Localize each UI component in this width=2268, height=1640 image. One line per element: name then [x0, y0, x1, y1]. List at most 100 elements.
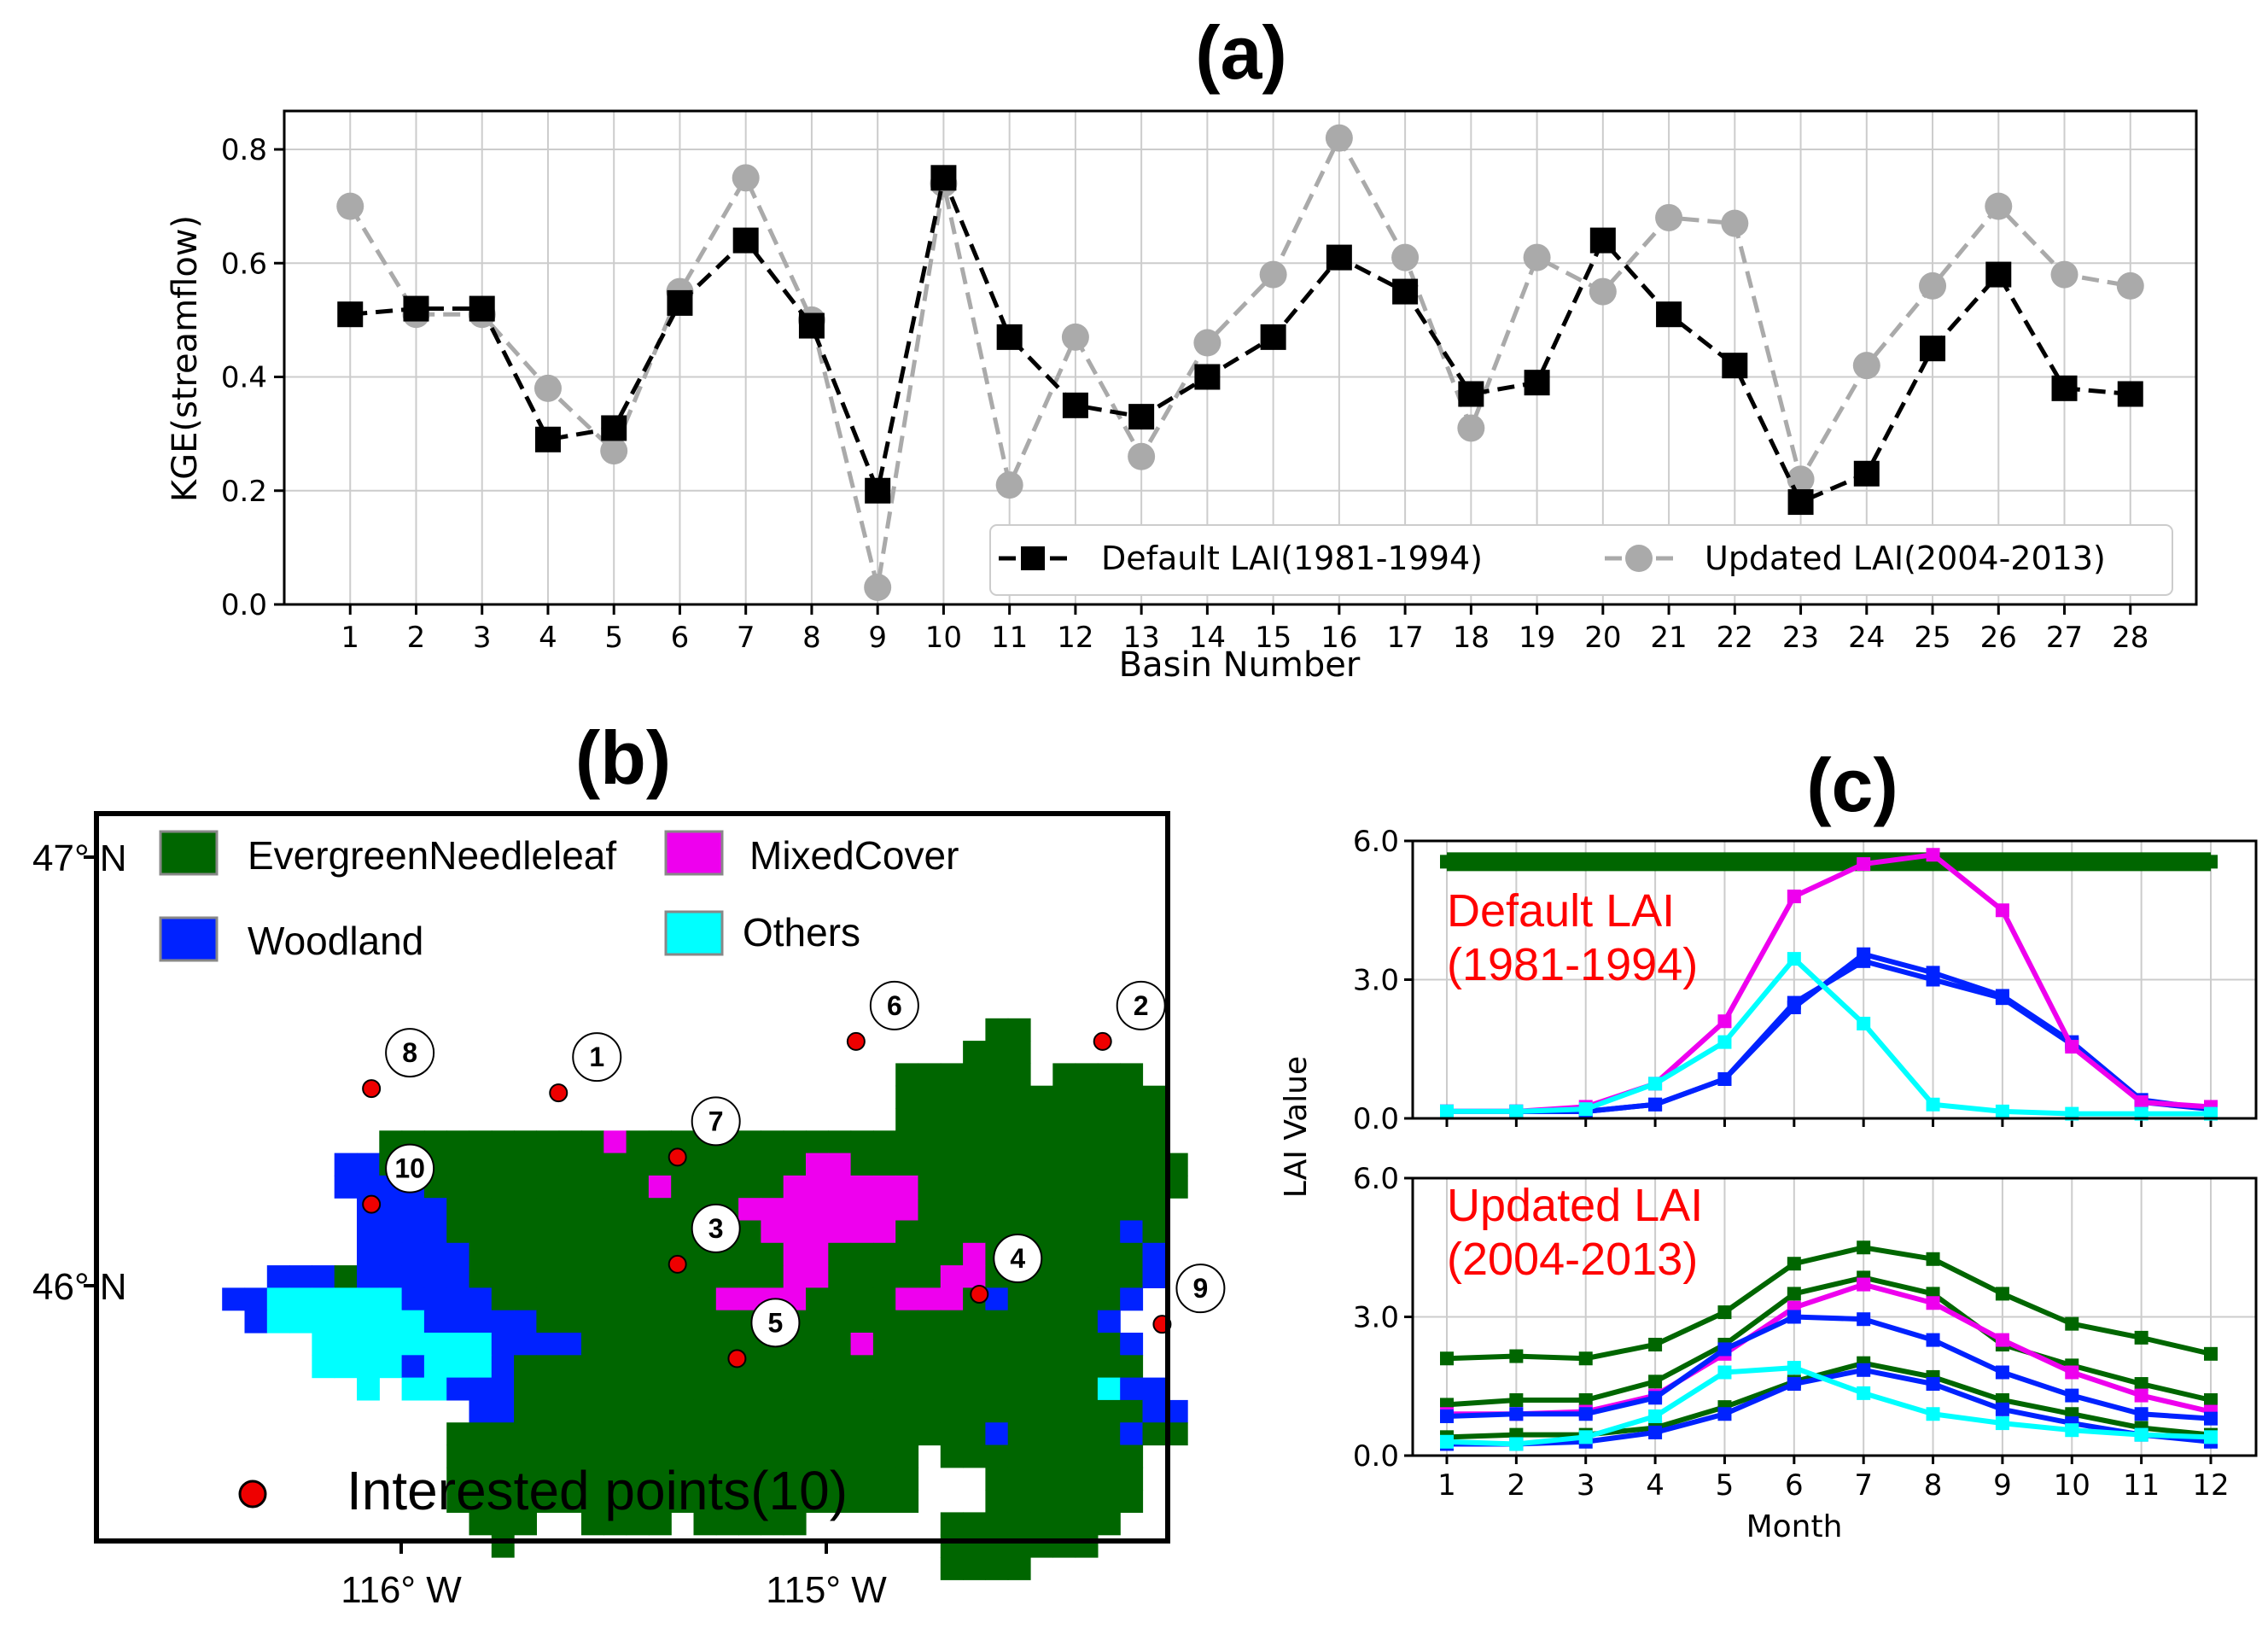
point-label: 3 — [708, 1213, 724, 1244]
default-point — [996, 324, 1023, 350]
panel-b-legend: EvergreenNeedleleaf MixedCover Woodland … — [159, 830, 959, 1521]
landcover-cell — [581, 1220, 604, 1244]
landcover-cell — [761, 1490, 784, 1513]
landcover-cell — [985, 1399, 1009, 1423]
landcover-cell — [648, 1512, 672, 1536]
point-label-bubble — [869, 980, 919, 1030]
landcover-cell — [491, 1333, 515, 1356]
landcover-cell — [918, 1265, 942, 1288]
landcover-cell — [357, 1333, 380, 1356]
default-point — [1656, 301, 1682, 328]
landcover-cell — [1052, 1310, 1076, 1334]
lai-point — [2134, 1427, 2148, 1442]
landcover-cell — [648, 1467, 672, 1491]
landcover-cell — [1097, 1130, 1121, 1154]
landcover-cell — [1120, 1130, 1144, 1154]
default-point — [1920, 336, 1946, 362]
landcover-cell — [1052, 1399, 1076, 1423]
landcover-cell — [491, 1287, 515, 1311]
landcover-cell — [1120, 1153, 1144, 1176]
landcover-cell — [828, 1220, 852, 1244]
landcover-cell — [558, 1399, 582, 1423]
landcover-cell — [1120, 1198, 1144, 1222]
landcover-cell — [626, 1153, 650, 1176]
lai-series-others — [1447, 954, 2211, 1117]
landcover-cell — [558, 1444, 582, 1468]
updated-point — [1457, 414, 1485, 442]
landcover-cell — [1120, 1377, 1144, 1401]
landcover-cell — [783, 1467, 807, 1491]
landcover-cell — [491, 1220, 515, 1244]
lai-point — [1926, 1333, 1940, 1347]
lai-point — [1787, 1377, 1801, 1392]
landcover-cell — [536, 1467, 560, 1491]
landcover-cell — [783, 1355, 807, 1379]
landcover-cell — [1030, 1153, 1053, 1176]
lai-point — [1995, 1287, 2009, 1301]
landcover-cell — [985, 1444, 1009, 1468]
landcover-cell — [1142, 1265, 1166, 1288]
landcover-cell — [940, 1085, 964, 1109]
default-point — [1194, 364, 1221, 390]
lai-point — [1995, 855, 2009, 869]
landcover-cell — [491, 1422, 515, 1446]
lai-point — [1787, 1257, 1801, 1271]
landcover-cell — [266, 1310, 290, 1334]
point-label: 8 — [402, 1037, 417, 1068]
landcover-cell — [715, 1422, 739, 1446]
landcover-cell — [985, 1063, 1009, 1087]
landcover-cell — [334, 1153, 358, 1176]
landcover-cell — [1007, 1534, 1031, 1558]
landcover-cell — [312, 1265, 335, 1288]
panel-c-title: (c) — [1806, 743, 1898, 827]
landcover-cell — [918, 1355, 942, 1379]
panel-c-xtick-label: 6 — [1785, 1468, 1804, 1503]
landcover-cell — [603, 1265, 627, 1288]
landcover-cell — [514, 1265, 537, 1288]
landcover-cell — [423, 1310, 447, 1334]
default-point — [798, 312, 825, 339]
landcover-cell — [558, 1153, 582, 1176]
panel-a-xtick-label: 2 — [407, 621, 426, 655]
landcover-cell — [985, 1085, 1009, 1109]
legend-default-marker — [1021, 546, 1045, 570]
landcover-cell — [581, 1422, 604, 1446]
landcover-cell — [693, 1287, 717, 1311]
landcover-cell — [1075, 1310, 1099, 1334]
landcover-cell — [828, 1399, 852, 1423]
landcover-cell — [715, 1399, 739, 1423]
panel-a-xtick-label: 12 — [1057, 621, 1093, 655]
landcover-cell — [1030, 1287, 1053, 1311]
point-label: 7 — [708, 1106, 724, 1136]
lai-point — [1578, 1102, 1593, 1117]
lai-point — [1995, 1333, 2009, 1347]
landcover-cell — [761, 1153, 784, 1176]
lai-point — [2204, 1393, 2218, 1407]
landcover-cell — [715, 1175, 739, 1199]
landcover-cell — [1007, 1085, 1031, 1109]
landcover-cell — [603, 1333, 627, 1356]
landcover-cell — [850, 1377, 874, 1401]
panel-a-xtick-label: 26 — [1980, 621, 2017, 655]
landcover-cell — [963, 1041, 986, 1064]
panel-a-ytick-label: 0.4 — [221, 361, 267, 395]
panel-a-legend: Default LAI(1981-1994) Updated LAI(2004-… — [989, 524, 2173, 596]
landcover-cell — [1030, 1490, 1053, 1513]
lai-point — [1717, 1014, 1732, 1029]
landcover-cell — [1007, 1130, 1031, 1154]
landcover-cell — [872, 1175, 896, 1199]
landcover-cell — [761, 1242, 784, 1266]
lai-series-woodland-2 — [1447, 1367, 2212, 1447]
landcover-cell — [963, 1355, 986, 1379]
panel-a-xtick-label: 22 — [1717, 621, 1753, 655]
lai-point — [1717, 1071, 1732, 1086]
lai-point — [1717, 1305, 1732, 1320]
landcover-cell — [872, 1310, 896, 1334]
panel-a-xtick-label: 18 — [1453, 621, 1490, 655]
landcover-cell — [761, 1467, 784, 1491]
landcover-cell — [806, 1242, 829, 1266]
landcover-cell — [828, 1355, 852, 1379]
lai-point — [2204, 1430, 2218, 1444]
landcover-cell — [1075, 1467, 1099, 1491]
landcover-cell — [558, 1490, 582, 1513]
